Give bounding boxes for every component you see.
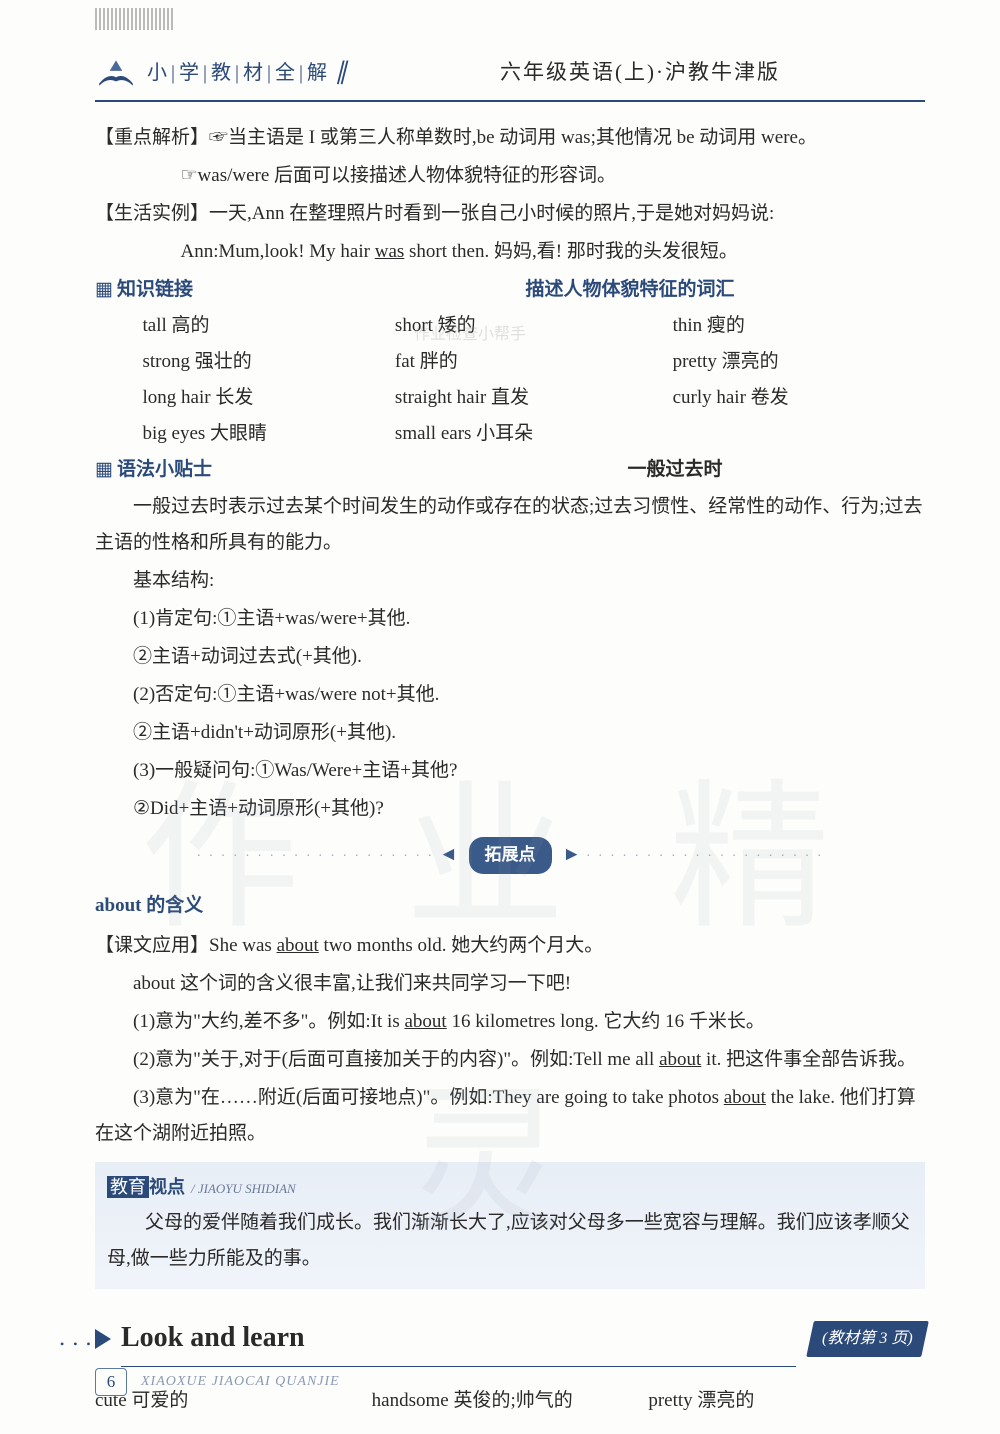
barcode-decoration	[95, 8, 175, 30]
education-viewpoint-box: 教育视点 / JIAOYU SHIDIAN 父母的爱伴随着我们成长。我们渐渐长大了…	[95, 1162, 925, 1288]
vocab-row: big eyes 大眼睛 small ears 小耳朵	[95, 416, 925, 452]
about-title: about 的含义	[95, 888, 925, 924]
about-l1-u: about	[404, 1011, 446, 1032]
life-example-line2: Ann:Mum,look! My hair was short then. 妈妈…	[95, 234, 925, 270]
bullet-icon: ▦	[95, 459, 113, 480]
grammar-line: ②主语+动词过去式(+其他).	[95, 639, 925, 675]
grammar-line: (3)一般疑问句:①Was/Were+主语+其他?	[95, 753, 925, 789]
extension-point-divider: · · · · · · · · · · · · · · · · · · · · …	[95, 837, 925, 873]
edu-title-highlight: 教育	[107, 1176, 149, 1198]
edu-subtitle: / JIAOYU SHIDIAN	[191, 1181, 296, 1196]
grammar-tip-header: ▦语法小贴士 一般过去时	[95, 452, 925, 488]
look-and-learn-header: Look and learn (教材第 3 页)	[95, 1311, 925, 1367]
edu-title-rest: 视点	[149, 1177, 185, 1197]
vocab-cell: long hair 长发	[143, 380, 395, 416]
triangle-marker-icon	[95, 1329, 111, 1349]
triangle-left-icon: ◄	[439, 844, 458, 865]
look-title: Look and learn	[121, 1311, 796, 1367]
about-l1-pre: (1)意为"大约,差不多"。例如:It is	[133, 1011, 404, 1032]
grammar-line: (2)否定句:①主语+was/were not+其他.	[95, 677, 925, 713]
vocab-cell: tall 高的	[143, 308, 395, 344]
edu-body: 父母的爱伴随着我们成长。我们渐渐长大了,应该对父母多一些宽容与理解。我们应该孝顺…	[107, 1205, 913, 1277]
vocab-cell	[673, 416, 925, 452]
about-app-pre: She was	[209, 935, 277, 956]
footer-pinyin: XIAOXUE JIAOCAI QUANJIE	[141, 1369, 340, 1396]
life-example-line1: 【生活实例】一天,Ann 在整理照片时看到一张自己小时候的照片,于是她对妈妈说:	[95, 196, 925, 232]
about-line1: (1)意为"大约,差不多"。例如:It is about 16 kilometr…	[95, 1004, 925, 1040]
vocab-cell: strong 强壮的	[143, 344, 395, 380]
about-app-u: about	[277, 935, 319, 956]
edu-title: 教育视点 / JIAOYU SHIDIAN	[107, 1170, 913, 1204]
life-example-label: 【生活实例】	[95, 203, 209, 224]
grammar-basic: 基本结构:	[95, 563, 925, 599]
look-vocab-cell: handsome 英俊的;帅气的	[372, 1383, 649, 1419]
about-label: 【课文应用】	[95, 935, 209, 956]
grammar-line: (1)肯定句:①主语+was/were+其他.	[95, 601, 925, 637]
key-analysis-line2: ☞was/were 后面可以接描述人物体貌特征的形容词。	[95, 158, 925, 194]
grammar-line: ②主语+didn't+动词原形(+其他).	[95, 715, 925, 751]
vocab-row: tall 高的 short 矮的 thin 瘦的	[95, 308, 925, 344]
page-footer: 6 XIAOXUE JIAOCAI QUANJIE	[95, 1368, 340, 1396]
page-reference-badge: (教材第 3 页)	[806, 1321, 928, 1357]
about-l2-pre: (2)意为"关于,对于(后面可直接加关于的内容)"。例如:Tell me all	[133, 1049, 659, 1070]
about-app-post: two months old. 她大约两个月大。	[319, 935, 603, 956]
vocab-cell: curly hair 卷发	[673, 380, 925, 416]
dots-left: · · · · · · · · · · · · · · · · · · · ·	[196, 849, 434, 864]
triangle-right-icon: ►	[562, 844, 581, 865]
key-analysis-line1: 【重点解析】☞当主语是 I 或第三人称单数时,be 动词用 was;其他情况 b…	[95, 120, 925, 156]
about-l2-u: about	[659, 1049, 701, 1070]
life-example-pre: Ann:Mum,look! My hair	[181, 241, 375, 262]
vocab-cell: small ears 小耳朵	[395, 416, 673, 452]
grammar-tip-label: 语法小贴士	[117, 459, 212, 480]
life-example-post: short then. 妈妈,看! 那时我的头发很短。	[404, 241, 738, 262]
vocab-cell: short 矮的	[395, 308, 673, 344]
grammar-intro: 一般过去时表示过去某个时间发生的动作或存在的状态;过去习惯性、经常性的动作、行为…	[95, 489, 925, 561]
vocab-cell: straight hair 直发	[395, 380, 673, 416]
about-l1-post: 16 kilometres long. 它大约 16 千米长。	[447, 1011, 765, 1032]
header-center-title: 六年级英语(上)·沪教牛津版	[355, 53, 925, 93]
vocab-row: strong 强壮的 fat 胖的 pretty 漂亮的	[95, 344, 925, 380]
key-analysis-label: 【重点解析】	[95, 127, 209, 148]
vocab-cell: fat 胖的	[395, 344, 673, 380]
knowledge-link-header: ▦知识链接 描述人物体貌特征的词汇	[95, 272, 925, 308]
knowledge-link-title: 描述人物体貌特征的词汇	[335, 272, 925, 308]
header-slash: ∥	[335, 50, 347, 96]
header-left-title: 小|学|教|材|全|解	[147, 54, 331, 92]
look-vocab-cell: pretty 漂亮的	[648, 1383, 925, 1419]
key-analysis-text1: ☞当主语是 I 或第三人称单数时,be 动词用 was;其他情况 be 动词用 …	[209, 127, 817, 148]
about-line2: (2)意为"关于,对于(后面可直接加关于的内容)"。例如:Tell me all…	[95, 1042, 925, 1078]
page-header: 小|学|教|材|全|解 ∥ 六年级英语(上)·沪教牛津版	[95, 50, 925, 102]
page-number: 6	[95, 1368, 127, 1396]
life-example-underline: was	[375, 241, 405, 262]
dots-right: · · · · · · · · · · · · · · · · · · · ·	[586, 849, 824, 864]
bullet-icon: ▦	[95, 279, 113, 300]
about-l3-pre: (3)意为"在……附近(后面可接地点)"。例如:They are going t…	[133, 1087, 724, 1108]
vocab-cell: big eyes 大眼睛	[143, 416, 395, 452]
vocab-cell: thin 瘦的	[673, 308, 925, 344]
footer-dots: • • •	[60, 1333, 94, 1356]
knowledge-link-label: 知识链接	[117, 279, 193, 300]
extension-pill: 拓展点	[469, 837, 552, 873]
about-l2-post: it. 把这件事全部告诉我。	[701, 1049, 916, 1070]
life-example-text1: 一天,Ann 在整理照片时看到一张自己小时候的照片,于是她对妈妈说:	[209, 203, 774, 224]
page-ref-text: (教材第 3 页)	[822, 1324, 913, 1354]
book-logo-icon	[95, 54, 137, 92]
vocab-cell: pretty 漂亮的	[673, 344, 925, 380]
about-l3-u: about	[724, 1087, 766, 1108]
vocab-row: long hair 长发 straight hair 直发 curly hair…	[95, 380, 925, 416]
grammar-tip-title: 一般过去时	[425, 452, 925, 488]
grammar-line: ②Did+主语+动词原形(+其他)?	[95, 791, 925, 827]
about-line3: (3)意为"在……附近(后面可接地点)"。例如:They are going t…	[95, 1080, 925, 1152]
about-intro: about 这个词的含义很丰富,让我们来共同学习一下吧!	[95, 966, 925, 1002]
about-application: 【课文应用】She was about two months old. 她大约两…	[95, 928, 925, 964]
